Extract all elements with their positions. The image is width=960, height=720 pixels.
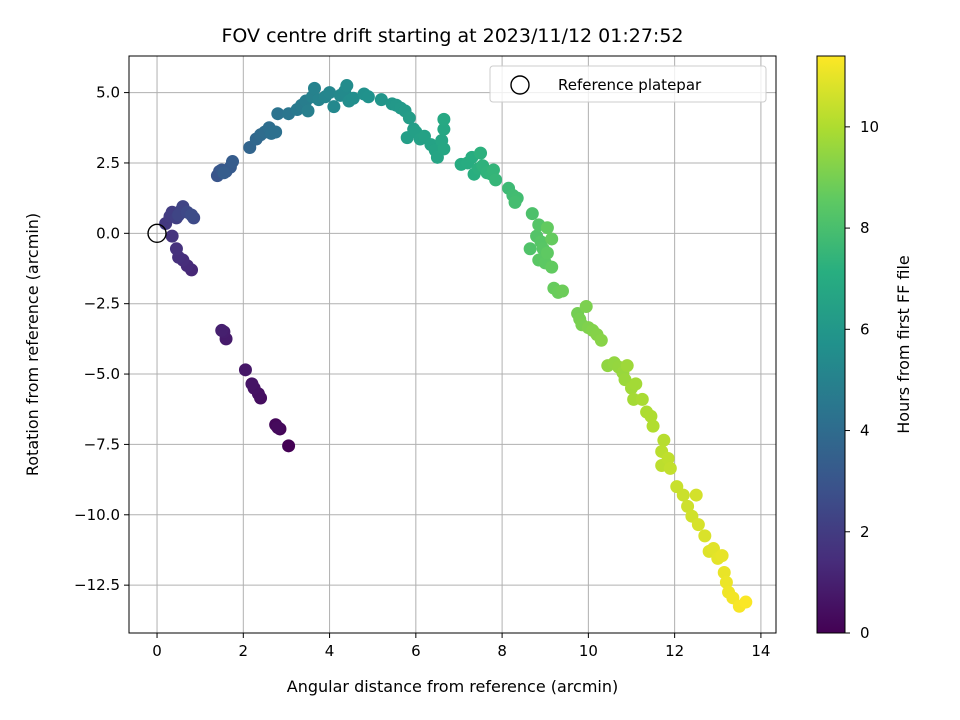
colorbar-tick-label: 8 bbox=[860, 219, 870, 237]
legend-box bbox=[489, 65, 767, 103]
colorbar-tick-label: 10 bbox=[860, 118, 879, 136]
colorbar-tick-label: 2 bbox=[860, 523, 870, 541]
x-tick-label: 12 bbox=[665, 642, 684, 660]
chart-title: FOV centre drift starting at 2023/11/12 … bbox=[221, 25, 683, 47]
data-point bbox=[301, 104, 315, 118]
data-point bbox=[676, 488, 690, 502]
x-tick-label: 8 bbox=[497, 642, 507, 660]
data-point bbox=[245, 377, 259, 391]
y-tick-label: 5.0 bbox=[96, 84, 120, 102]
x-tick-label: 10 bbox=[579, 642, 598, 660]
data-point bbox=[594, 333, 608, 347]
data-point bbox=[402, 111, 416, 125]
colorbar-ticks: 0 2 4 6 8 10 bbox=[845, 118, 879, 642]
data-point bbox=[486, 163, 500, 177]
data-point bbox=[323, 86, 337, 100]
data-point bbox=[226, 155, 240, 169]
data-point bbox=[629, 377, 643, 391]
data-point bbox=[706, 542, 720, 556]
y-tick-label: −10.0 bbox=[74, 506, 120, 524]
data-point bbox=[437, 122, 451, 136]
data-point bbox=[620, 359, 634, 373]
data-point bbox=[185, 208, 199, 222]
data-point bbox=[282, 439, 296, 453]
colorbar: 0 2 4 6 8 10 Hours from first FF file bbox=[816, 55, 913, 642]
colorbar-gradient bbox=[816, 55, 846, 634]
data-points bbox=[159, 79, 753, 613]
y-tick-label: 0.0 bbox=[96, 224, 120, 242]
data-point bbox=[525, 207, 539, 221]
data-point bbox=[327, 100, 341, 114]
data-point bbox=[489, 173, 503, 187]
data-point bbox=[540, 221, 554, 235]
data-point bbox=[169, 242, 183, 256]
y-tick-label: 2.5 bbox=[96, 154, 120, 172]
plot-frame bbox=[128, 55, 777, 634]
data-point bbox=[523, 242, 537, 256]
y-tick-label: −5.0 bbox=[84, 365, 120, 383]
data-point bbox=[661, 451, 675, 465]
data-point bbox=[217, 166, 231, 180]
reference-marker-group bbox=[147, 223, 167, 244]
data-point bbox=[545, 232, 559, 246]
data-point bbox=[719, 575, 733, 589]
data-point bbox=[545, 260, 559, 274]
x-tick-label: 6 bbox=[411, 642, 421, 660]
data-point bbox=[374, 93, 388, 107]
data-point bbox=[646, 419, 660, 433]
colorbar-tick-label: 6 bbox=[860, 320, 870, 338]
data-point bbox=[271, 107, 285, 121]
data-point bbox=[269, 125, 283, 139]
reference-marker bbox=[147, 223, 167, 244]
data-point bbox=[340, 79, 354, 93]
x-tick-label: 2 bbox=[239, 642, 249, 660]
data-point bbox=[540, 246, 554, 260]
data-point bbox=[165, 229, 179, 243]
legend: Reference platepar bbox=[489, 65, 767, 103]
data-point bbox=[271, 421, 285, 435]
data-point bbox=[644, 409, 658, 423]
data-point bbox=[717, 565, 731, 579]
data-point bbox=[698, 529, 712, 543]
data-point bbox=[361, 90, 375, 104]
data-point bbox=[307, 81, 321, 95]
y-tick-label: −2.5 bbox=[84, 295, 120, 313]
x-tick-label: 14 bbox=[751, 642, 770, 660]
data-point bbox=[215, 323, 229, 337]
legend-reference-marker bbox=[510, 75, 530, 95]
x-tick-label: 4 bbox=[325, 642, 335, 660]
data-point bbox=[681, 499, 695, 513]
data-point bbox=[474, 146, 488, 160]
colorbar-tick-label: 0 bbox=[860, 624, 870, 642]
y-tick-label: −12.5 bbox=[74, 576, 120, 594]
data-point bbox=[715, 549, 729, 563]
colorbar-label: Hours from first FF file bbox=[894, 255, 913, 434]
data-point bbox=[555, 284, 569, 298]
data-point bbox=[238, 363, 252, 377]
x-tick-label: 0 bbox=[152, 642, 162, 660]
data-point bbox=[635, 392, 649, 406]
data-point bbox=[437, 142, 451, 156]
legend-label-reference: Reference platepar bbox=[558, 76, 702, 94]
data-point bbox=[579, 300, 593, 314]
x-axis-ticks: 0 2 4 6 8 10 12 14 bbox=[152, 633, 770, 660]
data-point bbox=[691, 518, 705, 532]
data-point bbox=[437, 112, 451, 126]
y-tick-label: −7.5 bbox=[84, 435, 120, 453]
data-point bbox=[689, 488, 703, 502]
x-axis-label: Angular distance from reference (arcmin) bbox=[287, 677, 618, 696]
y-axis-ticks: 5.0 2.5 0.0 −2.5 −5.0 −7.5 −10.0 −12.5 bbox=[74, 84, 129, 594]
data-point bbox=[657, 433, 671, 447]
colorbar-tick-label: 4 bbox=[860, 422, 870, 440]
data-point bbox=[663, 461, 677, 475]
data-point bbox=[346, 91, 360, 105]
data-point bbox=[508, 195, 522, 209]
data-point bbox=[739, 595, 753, 609]
y-axis-label: Rotation from reference (arcmin) bbox=[23, 213, 42, 476]
